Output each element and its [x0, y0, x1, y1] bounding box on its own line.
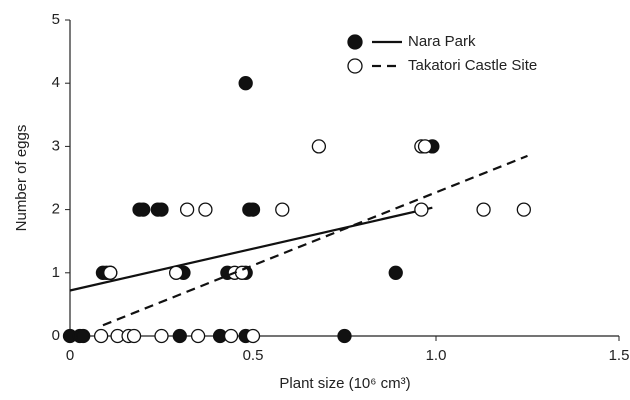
y-tick-label: 2: [52, 201, 60, 218]
x-tick-label: 1.5: [609, 347, 630, 364]
data-point: [417, 139, 433, 154]
data-point: [238, 76, 253, 91]
y-tick-label: 0: [52, 327, 60, 344]
x-tick-label: 0: [66, 347, 74, 364]
y-tick-label: 1: [52, 264, 60, 281]
y-tick-label: 4: [52, 74, 60, 91]
y-axis-label: Number of eggs: [13, 125, 30, 232]
y-tick-label: 3: [52, 137, 60, 154]
x-tick-label: 1.0: [426, 347, 447, 364]
x-tick-label: 0.5: [243, 347, 264, 364]
data-point: [154, 202, 169, 217]
trend-line: [102, 154, 528, 327]
data-point: [126, 328, 142, 344]
legend-label: Takatori Castle Site: [408, 57, 537, 74]
data-point: [172, 328, 187, 344]
data-point: [245, 328, 261, 344]
data-point: [476, 202, 491, 217]
data-point: [245, 202, 261, 217]
x-axis-label: Plant size (10⁶ cm³): [279, 375, 410, 392]
data-point: [311, 139, 327, 154]
legend-marker: [347, 34, 363, 50]
data-point: [190, 328, 206, 344]
data-point: [275, 202, 290, 217]
data-point: [516, 202, 531, 217]
data-point: [198, 202, 213, 217]
data-point: [179, 202, 195, 217]
data-point: [337, 328, 352, 344]
data-point: [414, 202, 429, 217]
data-point: [136, 202, 151, 217]
y-tick-label: 5: [52, 11, 60, 28]
trend-line: [69, 206, 433, 292]
data-point: [76, 328, 91, 344]
data-point: [168, 265, 184, 280]
data-point: [103, 265, 118, 280]
data-point: [388, 265, 403, 280]
legend-label: Nara Park: [408, 33, 476, 50]
legend-marker: [347, 58, 363, 74]
data-point: [154, 328, 169, 344]
data-point: [223, 328, 239, 344]
data-point: [93, 328, 109, 344]
